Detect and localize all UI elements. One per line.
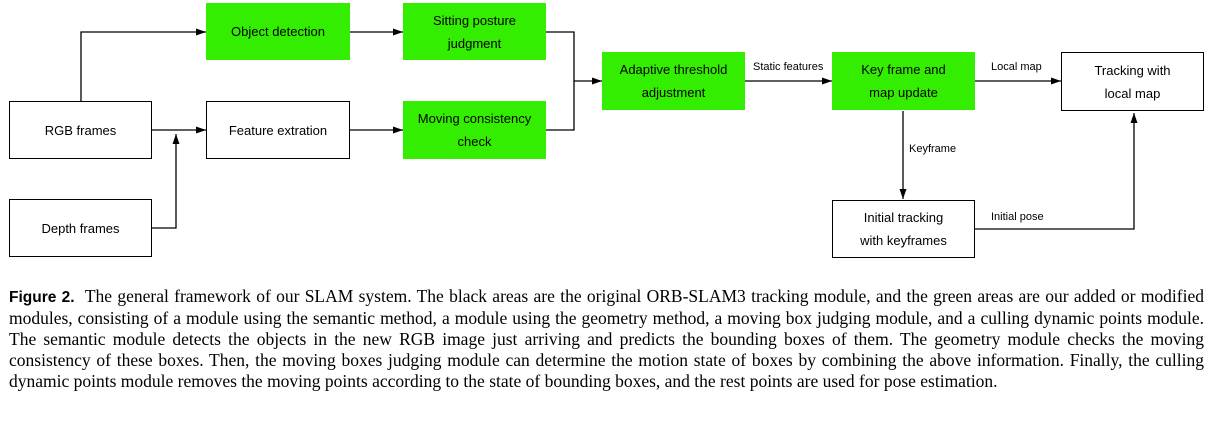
edge-moving-consistency-to-adaptive-threshold: [546, 81, 575, 131]
edge-label-keyframe: Keyframe: [909, 143, 957, 155]
node-moving-consistency-check: Moving consistency check: [403, 101, 546, 159]
node-sitting-posture-judgment-label: Sitting posture judgment: [432, 12, 517, 51]
diagram-edges: [80, 28, 1138, 230]
edge-rgb-to-object-detection: [80, 28, 206, 101]
figure-caption: Figure 2. The general framework of our S…: [9, 286, 1204, 392]
node-adaptive-threshold-adjustment-label: Adaptive threshold adjustment: [619, 62, 728, 100]
node-initial-tracking-keyframes: Initial tracking with keyframes: [832, 200, 975, 258]
node-adaptive-threshold-adjustment: Adaptive threshold adjustment: [602, 52, 745, 110]
edge-sitting-posture-to-adaptive-threshold: [546, 31, 602, 85]
slam-framework-diagram: RGB frames Depth frames Feature extratio…: [9, 3, 1204, 258]
node-keyframe-map-update-label: Key frame and map update: [861, 62, 946, 100]
node-sitting-posture-judgment: Sitting posture judgment: [403, 3, 546, 60]
node-feature-extraction: Feature extration: [206, 101, 350, 159]
edge-label-local-map: Local map: [991, 61, 1042, 73]
node-tracking-local-map: Tracking with local map: [1061, 52, 1204, 111]
node-rgb-frames: RGB frames: [9, 101, 152, 159]
node-object-detection-label: Object detection: [231, 24, 325, 39]
node-tracking-local-map-label: Tracking with local map: [1094, 62, 1171, 101]
node-depth-frames: Depth frames: [9, 199, 152, 257]
edge-label-static-features: Static features: [753, 61, 824, 73]
node-keyframe-map-update: Key frame and map update: [832, 52, 975, 110]
node-moving-consistency-check-label: Moving consistency check: [417, 111, 532, 149]
edge-initial-tracking-to-tracking-local-map: [975, 113, 1138, 230]
figure-caption-text: The general framework of our SLAM system…: [9, 286, 1204, 391]
node-initial-tracking-keyframes-label: Initial tracking with keyframes: [860, 210, 947, 248]
edge-label-initial-pose: Initial pose: [991, 211, 1044, 223]
node-rgb-frames-label: RGB frames: [44, 122, 117, 138]
node-feature-extraction-label: Feature extration: [228, 122, 328, 138]
node-object-detection: Object detection: [206, 3, 350, 60]
node-depth-frames-label: Depth frames: [41, 220, 120, 236]
edge-depth-to-feature-extraction: [152, 134, 180, 229]
figure-caption-label: Figure 2.: [9, 289, 75, 306]
